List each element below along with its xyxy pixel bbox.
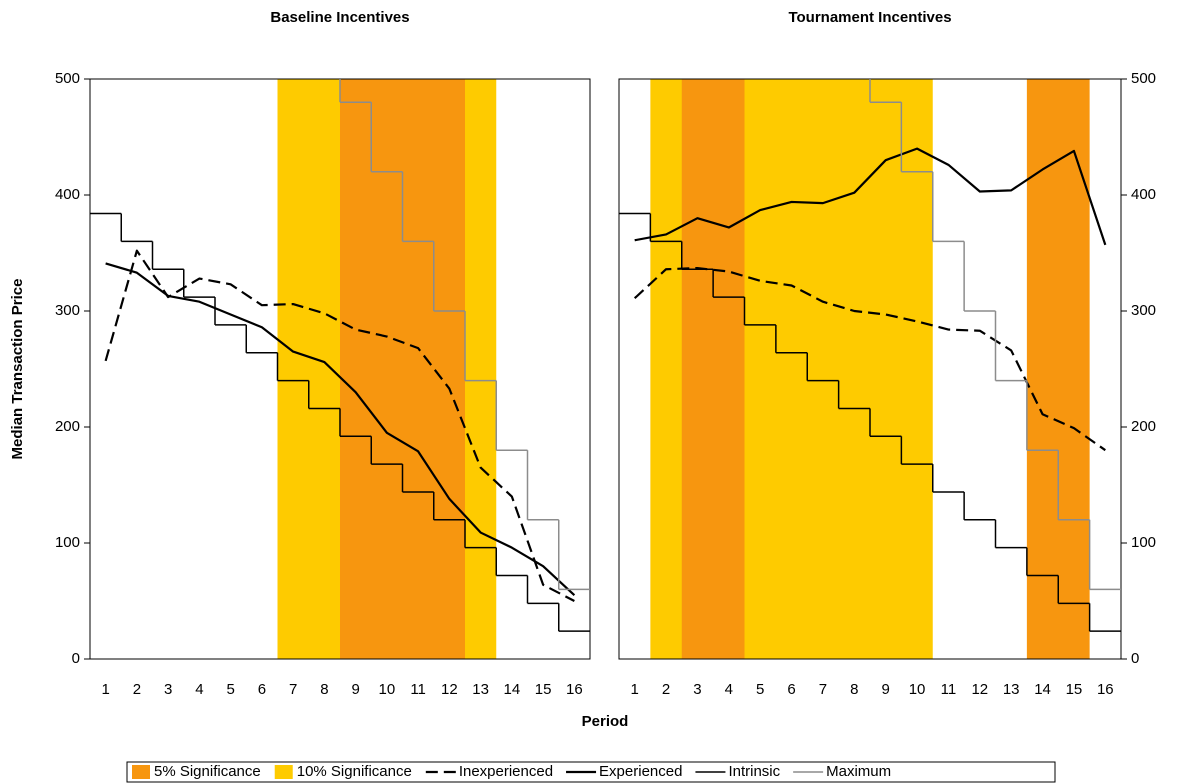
x-tick-label: 4 <box>725 681 733 698</box>
x-tick-label: 11 <box>941 681 957 698</box>
x-tick-label: 3 <box>164 681 172 698</box>
y-tick-label: 500 <box>1131 70 1156 87</box>
x-tick-label: 2 <box>662 681 670 698</box>
x-tick-label: 1 <box>101 681 109 698</box>
y-tick-label: 300 <box>1131 302 1156 319</box>
y-tick-label: 100 <box>1131 534 1156 551</box>
x-tick-label: 16 <box>566 681 583 698</box>
x-tick-label: 10 <box>379 681 396 698</box>
series-line <box>634 147 1107 246</box>
x-tick-label: 7 <box>289 681 297 698</box>
x-tick-label: 14 <box>504 681 521 698</box>
x-tick-label: 12 <box>441 681 458 698</box>
y-tick-label: 200 <box>1131 418 1156 435</box>
series-line <box>105 262 576 597</box>
legend-swatch <box>132 765 150 779</box>
y-axis-label: Median Transaction Price <box>9 279 26 460</box>
legend-label: 5% Significance <box>154 763 261 780</box>
x-tick-label: 11 <box>410 681 426 698</box>
x-tick-label: 9 <box>351 681 359 698</box>
x-tick-label: 16 <box>1097 681 1114 698</box>
x-tick-label: 5 <box>226 681 234 698</box>
x-tick-label: 9 <box>882 681 890 698</box>
x-tick-label: 15 <box>535 681 552 698</box>
x-tick-label: 15 <box>1066 681 1083 698</box>
legend-swatch <box>274 765 293 779</box>
y-tick-label: 300 <box>55 302 80 319</box>
legend-box <box>126 761 1056 783</box>
y-tick-label: 500 <box>55 70 80 87</box>
x-tick-label: 7 <box>819 681 827 698</box>
y-tick-label: 0 <box>72 650 80 667</box>
x-tick-label: 5 <box>756 681 764 698</box>
y-tick-label: 200 <box>55 418 80 435</box>
chart-title: Tournament Incentives <box>788 9 951 26</box>
legend-label: Inexperienced <box>459 763 553 780</box>
x-tick-label: 4 <box>195 681 203 698</box>
x-tick-label: 1 <box>631 681 639 698</box>
x-tick-label: 6 <box>787 681 795 698</box>
x-tick-label: 3 <box>693 681 701 698</box>
x-tick-label: 8 <box>850 681 858 698</box>
x-axis-label: Period <box>582 713 629 730</box>
legend-label: Experienced <box>599 763 682 780</box>
x-tick-label: 2 <box>133 681 141 698</box>
x-tick-label: 13 <box>1003 681 1020 698</box>
x-tick-label: 12 <box>971 681 988 698</box>
legend-label: Maximum <box>826 763 891 780</box>
significance-band <box>340 79 465 659</box>
significance-band <box>681 79 745 659</box>
legend-label: Intrinsic <box>728 763 780 780</box>
legend-label: 10% Significance <box>297 763 412 780</box>
x-tick-label: 8 <box>320 681 328 698</box>
y-tick-label: 400 <box>1131 186 1156 203</box>
y-tick-label: 0 <box>1131 650 1139 667</box>
x-tick-label: 13 <box>472 681 489 698</box>
y-tick-label: 400 <box>55 186 80 203</box>
y-tick-label: 100 <box>55 534 80 551</box>
x-tick-label: 14 <box>1034 681 1051 698</box>
significance-band <box>1026 79 1090 659</box>
x-tick-label: 6 <box>258 681 266 698</box>
chart-title: Baseline Incentives <box>270 9 409 26</box>
x-tick-label: 10 <box>909 681 926 698</box>
